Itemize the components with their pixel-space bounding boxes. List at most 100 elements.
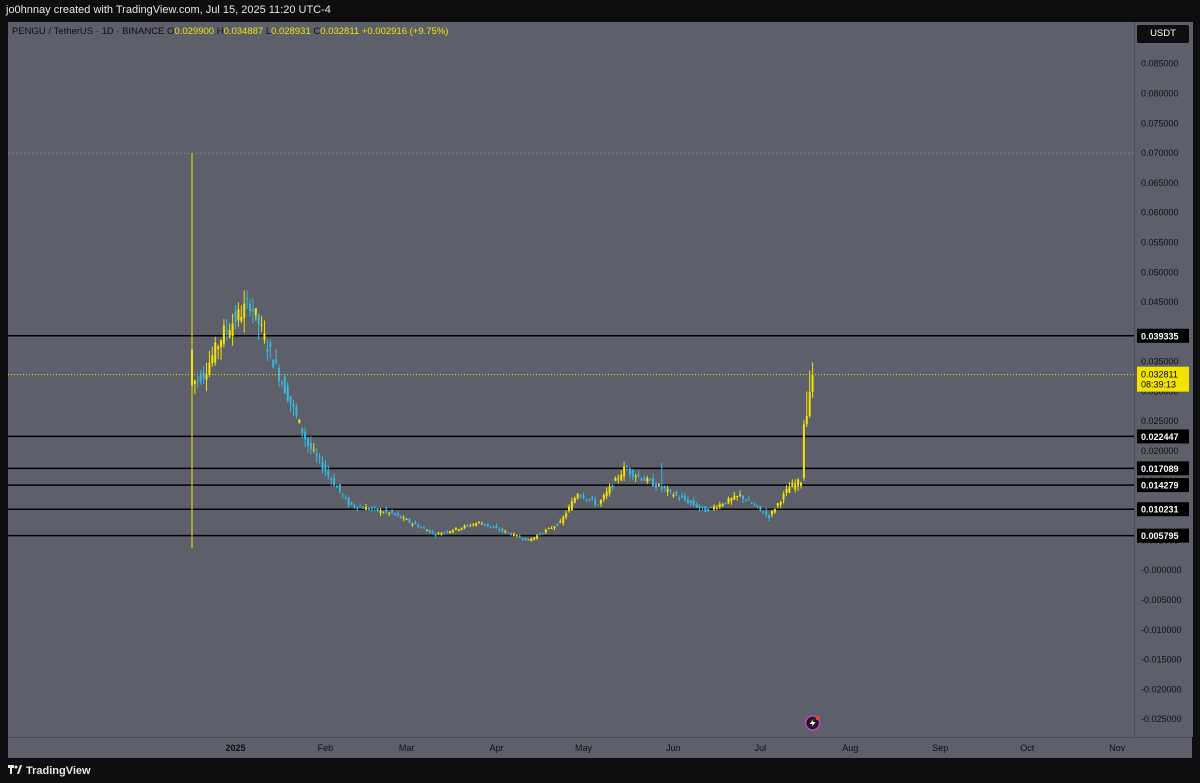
candle-body bbox=[307, 437, 309, 446]
y-tick-label: 0.055000 bbox=[1141, 237, 1179, 247]
candle-body bbox=[249, 303, 251, 312]
candle-body bbox=[347, 498, 350, 507]
candle-body bbox=[721, 504, 724, 507]
chart-plot-area[interactable] bbox=[8, 22, 1134, 737]
candle-body bbox=[472, 524, 475, 526]
candle-body bbox=[350, 502, 353, 505]
x-tick-label: Nov bbox=[1109, 743, 1126, 753]
candle-body bbox=[414, 521, 417, 525]
tradingview-logo[interactable]: TradingView bbox=[8, 765, 91, 777]
candle-body bbox=[324, 464, 327, 472]
candle-body bbox=[466, 524, 469, 526]
candle-body bbox=[623, 466, 626, 477]
candle-body bbox=[365, 507, 367, 510]
candle-body bbox=[225, 329, 228, 331]
candle-body bbox=[620, 474, 623, 481]
candle-body bbox=[626, 469, 628, 471]
current-price-label: 0.032811 bbox=[1141, 370, 1178, 380]
candle-body bbox=[449, 531, 452, 534]
candle-body bbox=[492, 527, 495, 529]
candle-body bbox=[811, 374, 814, 393]
candle-body bbox=[782, 493, 785, 500]
candle-body bbox=[385, 509, 388, 512]
candle-body bbox=[191, 349, 193, 386]
open-label: O bbox=[167, 26, 175, 37]
close-value: 0.032811 bbox=[320, 26, 360, 37]
candle-body bbox=[498, 529, 501, 531]
candle-body bbox=[707, 508, 710, 512]
candle-body bbox=[202, 372, 205, 379]
candle-body bbox=[562, 516, 565, 524]
countdown-label: 08:39:13 bbox=[1141, 380, 1176, 390]
candle-body bbox=[628, 468, 631, 475]
lightning-icon[interactable] bbox=[804, 715, 821, 731]
candle-body bbox=[594, 500, 597, 505]
y-tick-label: 0.085000 bbox=[1141, 59, 1179, 69]
candle-body bbox=[362, 507, 365, 509]
header-title: jo0hnnay created with TradingView.com, J… bbox=[6, 4, 331, 16]
candle-body bbox=[663, 485, 666, 489]
candle-body bbox=[713, 506, 715, 510]
y-tick-label: 0.080000 bbox=[1141, 89, 1179, 99]
candle-body bbox=[756, 505, 759, 507]
candle-body bbox=[742, 495, 744, 500]
candle-body bbox=[396, 513, 399, 516]
candle-body bbox=[599, 499, 602, 504]
level-label: 0.010231 bbox=[1141, 505, 1179, 515]
currency-button[interactable]: USDT bbox=[1137, 25, 1189, 43]
time-axis[interactable]: 2025 Feb Mar Apr May Jun Jul Aug Sep Oct Nov bbox=[8, 737, 1192, 758]
candle-body bbox=[660, 486, 663, 489]
price-axis[interactable]: 0.0900000.0850000.0800000.0750000.070000… bbox=[1134, 22, 1193, 737]
candle-body bbox=[237, 309, 240, 321]
candle-body bbox=[495, 525, 498, 528]
x-tick-label: Feb bbox=[318, 743, 334, 753]
candle-body bbox=[640, 478, 643, 481]
candle-body bbox=[454, 527, 457, 530]
candle-body bbox=[649, 479, 652, 481]
candle-body bbox=[228, 330, 231, 338]
candle-body bbox=[379, 510, 382, 513]
candle-body bbox=[695, 503, 698, 508]
candle-body bbox=[423, 527, 425, 529]
y-tick-label: 0.060000 bbox=[1141, 208, 1179, 218]
candle-body bbox=[507, 532, 510, 534]
candle-body bbox=[669, 489, 672, 491]
y-tick-label: 0.045000 bbox=[1141, 297, 1179, 307]
candle-body bbox=[193, 380, 196, 385]
candle-body bbox=[420, 527, 423, 529]
level-tag bbox=[1137, 478, 1189, 493]
candle-body bbox=[460, 527, 463, 530]
candle-body bbox=[527, 539, 530, 541]
x-tick-label: 2025 bbox=[225, 743, 245, 753]
candle-body bbox=[544, 529, 547, 533]
candle-body bbox=[295, 406, 298, 416]
candle-body bbox=[286, 386, 289, 402]
tradingview-brand: TradingView bbox=[26, 765, 91, 777]
candle-body bbox=[443, 532, 446, 534]
candle-body bbox=[260, 324, 263, 326]
candle-body bbox=[446, 531, 449, 533]
candle-body bbox=[251, 309, 254, 312]
candle-body bbox=[802, 424, 805, 478]
candle-body bbox=[243, 303, 246, 318]
candle-body bbox=[518, 535, 521, 538]
y-tick-label: 0.050000 bbox=[1141, 267, 1179, 277]
candle-body bbox=[617, 478, 620, 480]
level-tag bbox=[1137, 429, 1189, 444]
y-tick-label: 0.035000 bbox=[1141, 357, 1179, 367]
candle-body bbox=[539, 534, 541, 536]
candlestick-chart[interactable] bbox=[8, 22, 1134, 737]
candle-body bbox=[771, 511, 773, 515]
candle-body bbox=[504, 531, 507, 533]
candle-body bbox=[457, 529, 460, 531]
candle-body bbox=[263, 333, 266, 340]
candle-body bbox=[655, 484, 657, 488]
level-tag bbox=[1137, 328, 1189, 343]
candle-body bbox=[222, 325, 225, 344]
high-label: H bbox=[216, 26, 224, 37]
candle-body bbox=[489, 525, 492, 527]
candle-body bbox=[570, 501, 573, 511]
candle-body bbox=[666, 488, 669, 492]
candle-body bbox=[315, 453, 318, 457]
candle-body bbox=[501, 528, 504, 532]
